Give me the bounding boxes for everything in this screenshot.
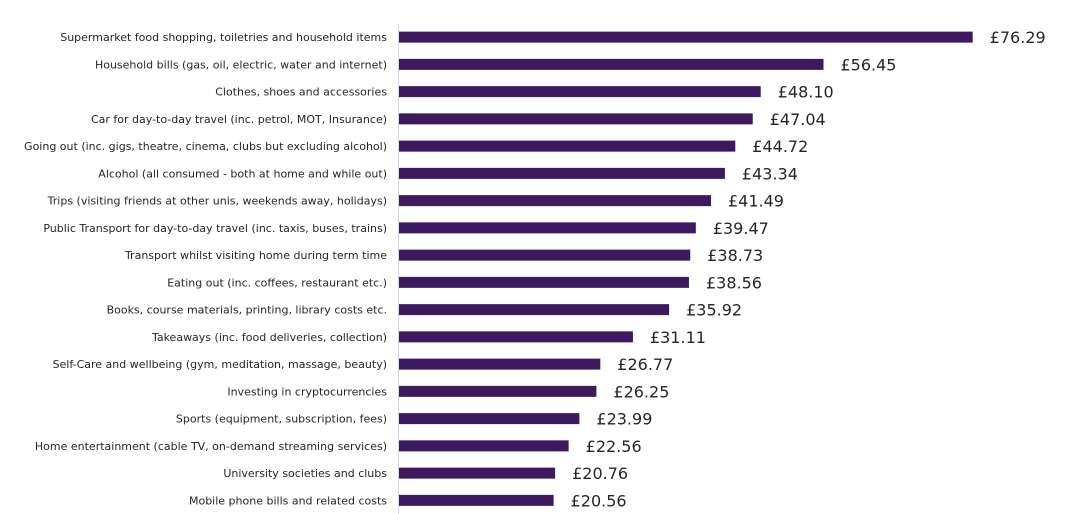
data-label: £26.25 (613, 382, 669, 401)
category-label: Books, course materials, printing, libra… (107, 304, 387, 317)
category-label: Investing in cryptocurrencies (227, 385, 387, 398)
data-label: £31.11 (650, 328, 706, 347)
data-label: £20.76 (572, 464, 628, 483)
bar (399, 222, 696, 234)
category-label: Self-Care and wellbeing (gym, meditation… (53, 358, 387, 371)
category-label: Alcohol (all consumed - both at home and… (98, 167, 387, 180)
data-label: £48.10 (778, 83, 834, 102)
bar (399, 304, 670, 316)
bar (399, 249, 691, 261)
bar (399, 331, 633, 343)
bar (399, 140, 736, 152)
bar (399, 358, 601, 370)
bar (399, 467, 556, 479)
data-label: £22.56 (586, 437, 642, 456)
bar (399, 413, 580, 425)
bar (399, 276, 689, 288)
data-label: £56.45 (841, 55, 897, 74)
value-labels: £76.29 £56.45 £48.10 £47.04 £44.72 £43.34 £41.… (571, 28, 1046, 510)
category-label: Supermarket food shopping, toiletries an… (60, 31, 387, 44)
data-label: £35.92 (686, 301, 742, 320)
data-label: £38.56 (706, 273, 762, 292)
bar (399, 440, 569, 452)
category-label: Car for day-to-day travel (inc. petrol, … (91, 113, 387, 126)
category-label: Clothes, shoes and accessories (215, 86, 387, 99)
category-label: Sports (equipment, subscription, fees) (176, 413, 387, 426)
bar (399, 86, 761, 98)
bar (399, 31, 973, 43)
category-label: Trips (visiting friends at other unis, w… (47, 195, 387, 208)
data-label: £41.49 (728, 192, 784, 211)
data-label: £47.04 (770, 110, 826, 129)
data-label: £23.99 (596, 410, 652, 429)
data-label: £76.29 (990, 28, 1046, 47)
bar (399, 167, 725, 179)
category-label: Mobile phone bills and related costs (189, 494, 387, 507)
category-label: Home entertainment (cable TV, on-demand … (35, 440, 387, 453)
data-label: £43.34 (742, 164, 798, 183)
category-label: Eating out (inc. coffees, restaurant etc… (167, 276, 387, 289)
data-label: £39.47 (713, 219, 769, 238)
category-label: Transport whilst visiting home during te… (124, 249, 387, 262)
bar (399, 58, 824, 70)
category-label: Household bills (gas, oil, electric, wat… (95, 58, 387, 71)
data-label: £26.77 (617, 355, 673, 374)
category-labels: Supermarket food shopping, toiletries an… (24, 31, 387, 507)
category-label: Public Transport for day-to-day travel (… (43, 222, 387, 235)
category-label: Takeaways (inc. food deliveries, collect… (151, 331, 387, 344)
bar (399, 494, 554, 506)
data-label: £38.73 (707, 246, 763, 265)
bar (399, 195, 712, 207)
data-label: £44.72 (752, 137, 808, 156)
bar (399, 385, 597, 397)
bars (399, 31, 973, 506)
category-label: Going out (inc. gigs, theatre, cinema, c… (24, 140, 387, 153)
bar (399, 113, 753, 125)
category-label: University societies and clubs (223, 467, 387, 480)
data-label: £20.56 (571, 491, 627, 510)
